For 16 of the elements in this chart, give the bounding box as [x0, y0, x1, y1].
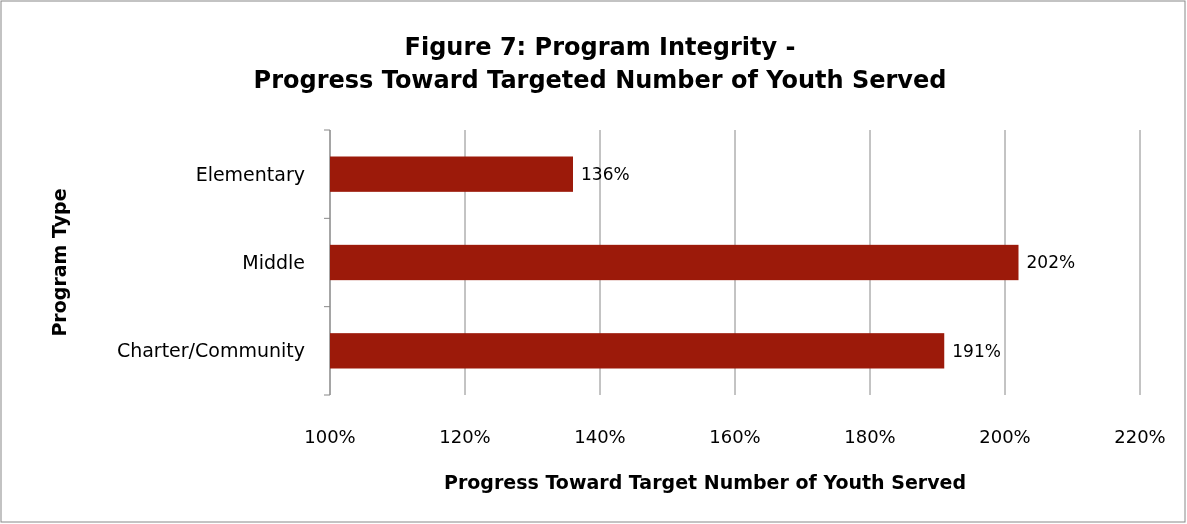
x-tick-label: 200% — [979, 426, 1031, 447]
data-label: 191% — [952, 340, 1001, 361]
x-tick-label: 160% — [709, 426, 761, 447]
data-label: 136% — [581, 164, 630, 185]
y-tick-label: Elementary — [195, 162, 305, 185]
x-tick-label: 220% — [1114, 426, 1166, 447]
x-tick-label: 100% — [304, 426, 356, 447]
x-tick-label: 180% — [844, 426, 896, 447]
x-axis-title: Progress Toward Target Number of Youth Served — [443, 471, 967, 493]
x-tick-label: 120% — [439, 426, 491, 447]
x-tick-label: 140% — [574, 426, 626, 447]
chart-title: Figure 7: Program Integrity - Progress Toward Targeted Number of Youth Served — [253, 33, 947, 94]
y-axis-title: Program Type — [48, 188, 70, 337]
data-label: 202% — [1026, 252, 1076, 273]
y-tick-label: Charter/Community — [116, 339, 305, 362]
y-tick-label: Middle — [242, 251, 305, 274]
